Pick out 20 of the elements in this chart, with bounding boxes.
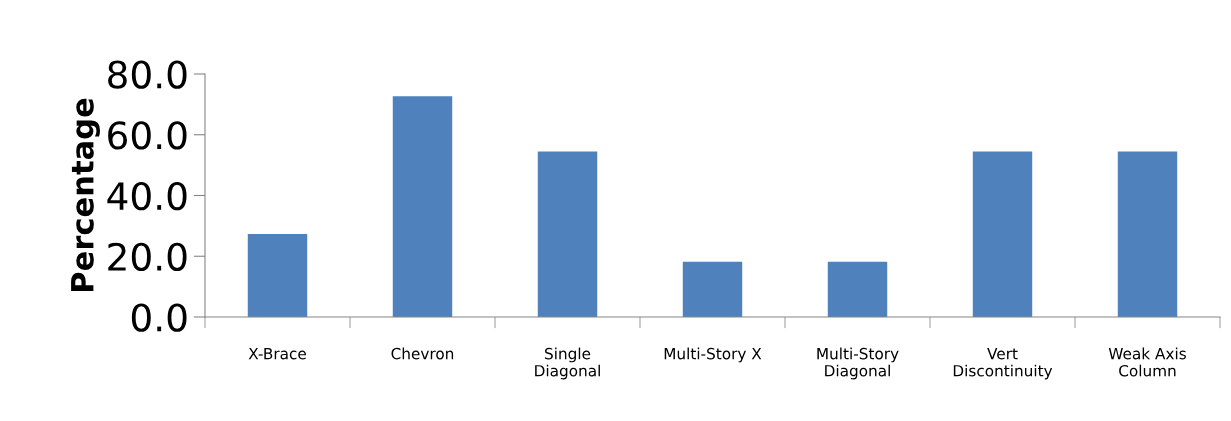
x-tick-label: Weak Axis Column [1108,347,1186,377]
bar [827,261,888,317]
x-tick-label: Multi-Story X [664,347,762,363]
bar [1117,151,1178,317]
x-tick-label: Chevron [391,347,454,360]
bar [537,151,598,317]
y-axis-title: Percentage [71,98,100,291]
bar [972,151,1033,317]
x-tick-label: X-Brace [248,348,306,360]
bar [392,96,453,317]
x-tick-label: Vert Discontinuity [953,348,1053,380]
y-tick-label: 40.0 [107,181,187,211]
x-tick-label: Multi-Story Diagonal [817,347,899,380]
x-tick-label: Single Diagonal [535,347,600,380]
bar [682,261,743,317]
y-tick-label: 80.0 [108,60,187,89]
y-tick-label: 60.0 [108,121,187,150]
y-tick-label: 20.0 [108,242,187,272]
bar [247,234,308,317]
y-tick-label: 0.0 [131,303,187,332]
